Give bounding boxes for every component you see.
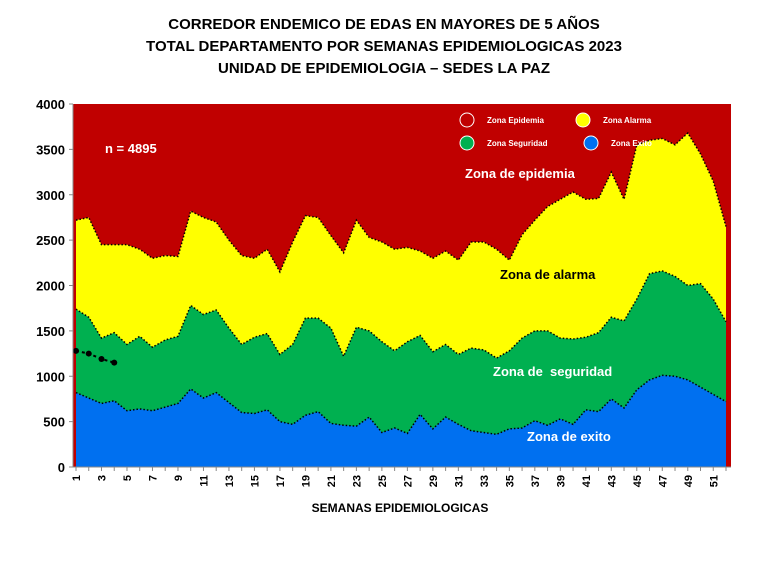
- x-tick-label: 41: [581, 475, 593, 487]
- x-tick-label: 45: [632, 475, 644, 487]
- legend-label: Zona Exito: [611, 139, 652, 148]
- y-tick-label: 4000: [36, 97, 65, 112]
- y-tick-label: 2000: [36, 279, 65, 294]
- x-tick-label: 37: [530, 475, 542, 487]
- chart-title: UNIDAD DE EPIDEMIOLOGIA – SEDES LA PAZ: [218, 60, 550, 77]
- x-tick-label: 3: [96, 475, 108, 481]
- x-tick-label: 23: [351, 475, 363, 487]
- y-tick-label: 1500: [36, 324, 65, 339]
- current-point: [73, 347, 79, 354]
- y-tick-label: 500: [43, 415, 65, 430]
- x-tick-label: 47: [657, 475, 669, 487]
- current-point: [98, 356, 105, 363]
- zone-boundary: [75, 374, 727, 436]
- x-tick-label: 35: [504, 475, 516, 487]
- current-line: [75, 349, 115, 364]
- x-axis-label: SEMANAS EPIDEMIOLOGICAS: [312, 501, 489, 515]
- x-tick-label: 39: [555, 475, 567, 487]
- legend-swatch: [459, 135, 475, 151]
- y-tick-label: 3000: [36, 188, 65, 203]
- x-tick-label: 27: [402, 475, 414, 487]
- legend-label: Zona Epidemia: [487, 116, 544, 125]
- x-tick-label: 49: [683, 475, 695, 487]
- x-tick-label: 25: [377, 475, 389, 487]
- y-tick-label: 0: [58, 460, 65, 475]
- y-tick-label: 3500: [36, 142, 65, 157]
- legend-label: Zona Alarma: [603, 116, 652, 125]
- x-tick-label: 33: [479, 475, 491, 487]
- x-tick-label: 1: [71, 475, 83, 481]
- x-tick-label: 7: [147, 475, 159, 481]
- x-tick-label: 15: [249, 475, 261, 487]
- legend-swatch: [459, 112, 475, 128]
- annotation: Zona de exito: [527, 429, 611, 444]
- zone-area: [76, 375, 726, 467]
- x-tick-label: 43: [606, 475, 618, 487]
- x-tick-label: 19: [300, 475, 312, 487]
- chart-title: TOTAL DEPARTAMENTO POR SEMANAS EPIDEMIOL…: [146, 38, 622, 55]
- current-point: [111, 359, 118, 366]
- x-tick-label: 21: [326, 475, 338, 487]
- annotation: Zona de seguridad: [493, 364, 612, 379]
- x-tick-label: 29: [428, 475, 440, 487]
- zone-boundary: [75, 270, 727, 359]
- zone-boundary: [75, 131, 727, 274]
- annotation: n = 4895: [105, 141, 157, 156]
- x-tick-label: 17: [275, 475, 287, 487]
- y-tick-label: 1000: [36, 369, 65, 384]
- x-tick-label: 51: [708, 475, 720, 487]
- x-tick-label: 13: [224, 475, 236, 487]
- current-point: [85, 350, 92, 357]
- x-tick-label: 31: [453, 475, 465, 487]
- annotation: Zona de alarma: [500, 267, 596, 282]
- annotation: Zona de epidemia: [465, 166, 576, 181]
- x-tick-label: 5: [122, 475, 134, 481]
- y-tick-label: 2500: [36, 233, 65, 248]
- legend-label: Zona Seguridad: [487, 139, 548, 148]
- legend-swatch: [583, 135, 599, 151]
- x-tick-label: 9: [173, 475, 185, 481]
- chart-title: CORREDOR ENDEMICO DE EDAS EN MAYORES DE …: [168, 15, 599, 33]
- legend-swatch: [575, 112, 591, 128]
- x-tick-label: 11: [198, 475, 210, 487]
